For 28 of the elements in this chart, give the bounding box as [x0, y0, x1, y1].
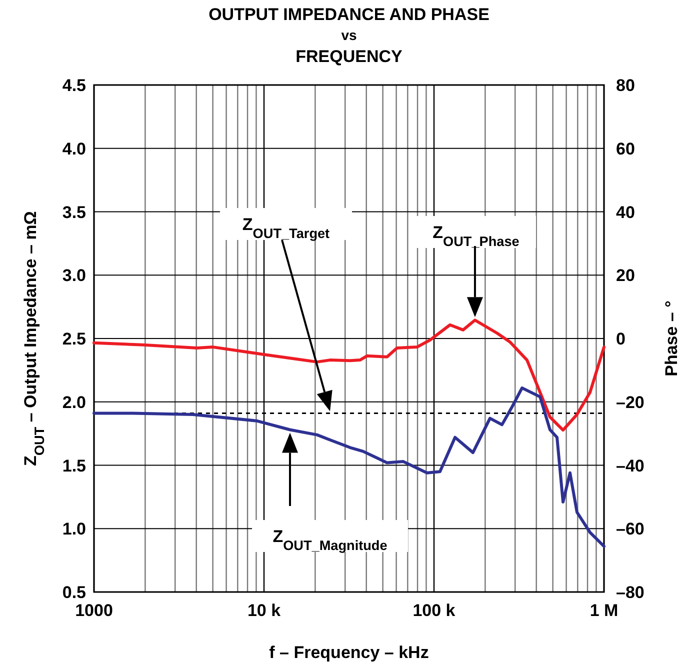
y-tick-label: 0.5 — [62, 583, 86, 602]
y-tick-label: 3.0 — [62, 266, 86, 286]
y-tick-label: 1.5 — [62, 456, 86, 476]
y2-tick-label: –80 — [616, 583, 644, 602]
y-tick-label: 4.5 — [62, 76, 86, 95]
y2-tick-label: 80 — [616, 76, 635, 95]
x-tick-label: 10 k — [247, 601, 282, 620]
y-tick-label: 1.0 — [62, 520, 86, 539]
y2-tick-label: 40 — [616, 202, 635, 222]
annotation: Z$_{OUT_Phase}$ — [432, 223, 520, 248]
chart-title: OUTPUT IMPEDANCE AND PHASE vs FREQUENCY — [208, 5, 490, 66]
y-tick-label: 2.5 — [62, 330, 86, 348]
annotation: Z$_{OUT_Target}$ — [242, 215, 330, 240]
y-tick-label: 3.5 — [62, 202, 86, 222]
y2-tick-label: 20 — [616, 266, 635, 286]
y2-tick-label: –60 — [616, 520, 644, 539]
y2-tick-label: 60 — [616, 139, 635, 158]
x-tick-label: 100 k — [412, 601, 456, 620]
y-tick-label: 2.0 — [62, 392, 86, 412]
x-tick-label: 1000 — [75, 601, 113, 620]
y2-tick-label: 0 — [616, 330, 626, 348]
x-axis-title: f – Frequency – kHz — [269, 643, 429, 662]
y2-tick-label: –20 — [616, 392, 644, 412]
x-tick-label: 1 M — [590, 601, 618, 620]
y2-axis-title: Phase – ° — [662, 300, 681, 376]
y-tick-label: 4.0 — [62, 139, 86, 158]
y2-tick-label: –40 — [616, 456, 644, 476]
annotation: Z$_{OUT_Magnitude}$ — [272, 527, 388, 552]
